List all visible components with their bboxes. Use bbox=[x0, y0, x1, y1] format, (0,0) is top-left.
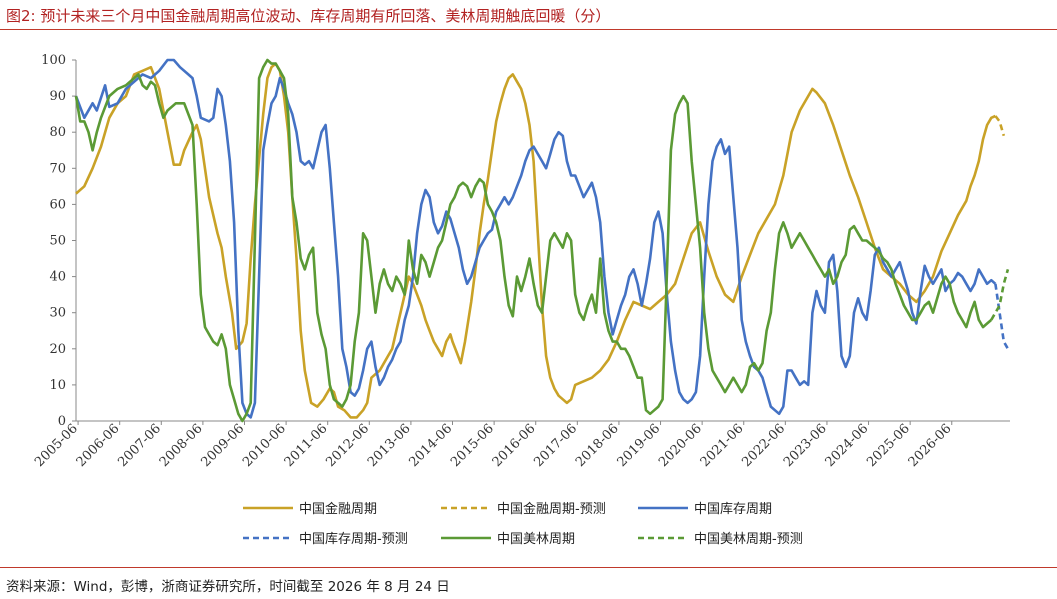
y-tick-label: 10 bbox=[49, 378, 66, 393]
series-line-5 bbox=[990, 269, 1010, 321]
y-tick-label: 90 bbox=[49, 89, 66, 104]
x-tick-label: 2020-06 bbox=[656, 421, 705, 470]
x-tick-label: 2005-06 bbox=[32, 421, 81, 470]
series-line-3 bbox=[994, 283, 1010, 350]
axes: 0 10 20 30 40 50 60 70 80 90 100 2005-062006-062007… bbox=[32, 53, 1010, 470]
x-tick-label: 2016-06 bbox=[490, 421, 539, 470]
x-tick-label: 2019-06 bbox=[615, 421, 664, 470]
legend-label-1: 中国金融周期-预测 bbox=[497, 501, 606, 517]
x-tick-label: 2022-06 bbox=[739, 421, 788, 470]
series-line-2 bbox=[74, 58, 997, 419]
x-tick-label: 2007-06 bbox=[115, 421, 164, 470]
y-tick-label: 50 bbox=[49, 234, 66, 249]
legend-label-5: 中国美林周期-预测 bbox=[694, 532, 803, 547]
chart-svg: 0 10 20 30 40 50 60 70 80 90 100 2005-062006-062007… bbox=[32, 53, 1010, 547]
x-tick-label: 2010-06 bbox=[240, 421, 289, 470]
y-tick-label: 20 bbox=[49, 342, 66, 357]
source-divider bbox=[0, 567, 1057, 568]
source-note: 资料来源：Wind，彭博，浙商证券研究所，时间截至 2026 年 8 月 24 … bbox=[6, 579, 450, 595]
y-tick-label: 100 bbox=[41, 53, 66, 68]
y-tick-label: 30 bbox=[49, 306, 66, 321]
x-tick-label: 2013-06 bbox=[365, 421, 414, 470]
legend-label-2: 中国库存周期 bbox=[694, 501, 772, 517]
y-tick-label: 40 bbox=[49, 270, 66, 285]
x-tick-label: 2021-06 bbox=[698, 421, 747, 470]
x-tick-label: 2015-06 bbox=[448, 421, 497, 470]
legend-label-0: 中国金融周期 bbox=[299, 501, 377, 517]
y-tick-label: 0 bbox=[58, 414, 66, 429]
x-tick-label: 2024-06 bbox=[823, 421, 872, 470]
chart-title: 图2: 预计未来三个月中国金融周期高位波动、库存周期有所回落、美林周期触底回暖（… bbox=[6, 7, 611, 25]
legend-label-3: 中国库存周期-预测 bbox=[299, 531, 408, 547]
y-tick-label: 80 bbox=[49, 125, 66, 140]
x-tick-label: 2017-06 bbox=[531, 421, 580, 470]
x-tick-label: 2014-06 bbox=[407, 421, 456, 470]
x-tick-label: 2006-06 bbox=[74, 421, 123, 470]
x-tick-label: 2026-06 bbox=[906, 421, 955, 470]
series-line-0 bbox=[75, 62, 996, 419]
x-tick-label: 2023-06 bbox=[781, 421, 830, 470]
title-bar: 图2: 预计未来三个月中国金融周期高位波动、库存周期有所回落、美林周期触底回暖（… bbox=[0, 0, 1057, 30]
x-tick-label: 2018-06 bbox=[573, 421, 622, 470]
x-tick-label: 2008-06 bbox=[157, 421, 206, 470]
series-layer bbox=[74, 58, 1010, 423]
x-tick-label: 2009-06 bbox=[199, 421, 248, 470]
x-tick-label: 2011-06 bbox=[282, 421, 331, 470]
legend-label-4: 中国美林周期 bbox=[497, 532, 575, 547]
x-tick-label: 2012-06 bbox=[323, 421, 372, 470]
title-divider bbox=[0, 29, 1057, 30]
x-tick-label: 2025-06 bbox=[864, 421, 913, 470]
y-tick-label: 60 bbox=[49, 197, 66, 212]
y-tick-label: 70 bbox=[49, 161, 66, 176]
series-line-4 bbox=[74, 58, 993, 423]
series-line-1 bbox=[994, 115, 1006, 137]
